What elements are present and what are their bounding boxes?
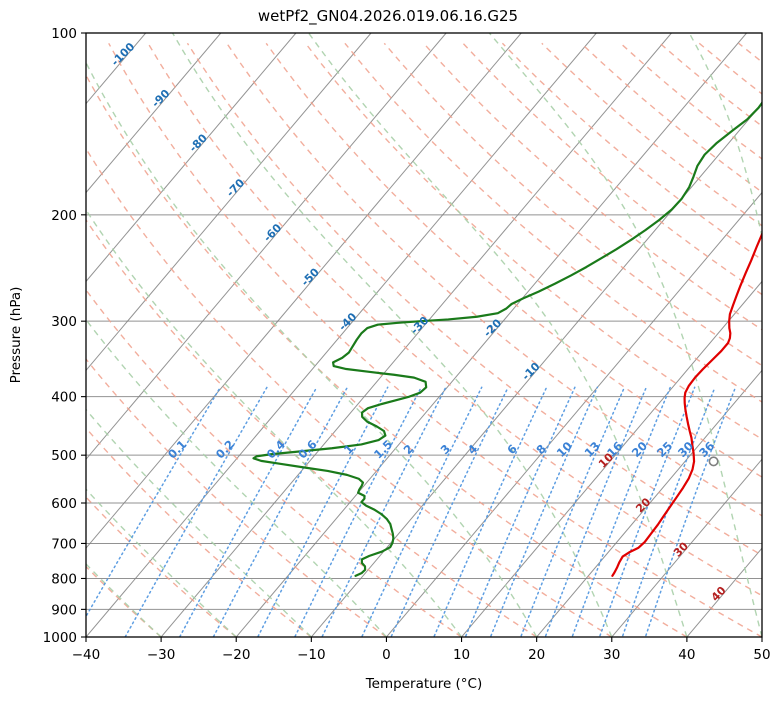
lcl-marker (708, 456, 719, 467)
x-tick-label-30: 30 (603, 647, 620, 663)
y-axis-label: Pressure (hPa) (8, 287, 24, 384)
isotherm--60 (86, 33, 447, 460)
y-tick-label-900: 900 (51, 602, 77, 618)
x-tick-label-50: 50 (753, 647, 770, 663)
moist-adiabat--10 (86, 408, 312, 637)
dry-adiabat-30 (86, 147, 613, 637)
dry-adiabat-70 (186, 42, 762, 557)
isotherm--80 (86, 33, 297, 283)
dry-adiabat-110 (344, 42, 762, 403)
x-tick-label-0: 0 (382, 647, 391, 663)
mixing-ratio-line-1.5 (293, 386, 422, 637)
isotherm--50 (86, 33, 522, 549)
isotherm-20 (536, 369, 762, 637)
x-tick-label-40: 40 (678, 647, 695, 663)
x-axis-label: Temperature (°C) (365, 676, 483, 692)
curve-dewpoint (252, 101, 762, 577)
y-tick-label-200: 200 (51, 208, 77, 224)
isotherm--90 (86, 33, 222, 194)
isotherm--70 (86, 33, 372, 372)
moist-adiabat-40 (308, 33, 688, 637)
x-tick-label--40: −40 (72, 647, 101, 663)
x-tick-label--30: −30 (147, 647, 176, 663)
isotherm-10 (461, 280, 762, 637)
mixing-ratio-line-8 (464, 386, 576, 637)
moist-adiabat-20 (86, 61, 538, 637)
dry-adiabat-90 (265, 42, 762, 478)
dry-adiabat--10 (86, 427, 312, 637)
dry-adiabat-60 (147, 42, 762, 597)
x-tick-label-10: 10 (453, 647, 470, 663)
y-tick-label-800: 800 (51, 571, 77, 587)
isotherm--30 (160, 33, 672, 637)
plot-border (85, 32, 763, 638)
mixing-ratio-line-2 (321, 386, 447, 637)
isotherm--20 (235, 33, 747, 637)
moist-adiabat-10 (86, 208, 463, 637)
sounding-curves (252, 101, 762, 577)
mixing-ratio-line-20 (571, 386, 672, 637)
mixing-ratio-line-0.2 (124, 386, 268, 637)
mixing-ratio-line-4 (390, 386, 509, 637)
x-tick-label-20: 20 (528, 647, 545, 663)
mixing-ratio-line-3 (360, 386, 483, 637)
dry-adiabat-40 (86, 73, 688, 637)
x-tick-label--10: −10 (297, 647, 326, 663)
y-tick-label-1000: 1000 (43, 630, 77, 646)
mixing-ratio-line-6 (433, 386, 548, 637)
curve-temperature (611, 231, 762, 577)
y-tick-label-700: 700 (51, 536, 77, 552)
y-tick-label-300: 300 (51, 314, 77, 330)
mixing-ratio-line-0.1 (86, 386, 222, 618)
dry-adiabat-0 (86, 358, 387, 637)
y-tick-label-100: 100 (51, 26, 77, 42)
isotherm-0 (386, 191, 762, 637)
moist-adiabat-30 (171, 33, 613, 637)
dry-adiabat-100 (305, 42, 762, 441)
page-title: wetPf2_GN04.2026.019.06.16.G25 (258, 7, 518, 26)
mixing-ratio-line-30 (621, 386, 716, 637)
mixing-ratio-line-16 (544, 386, 648, 637)
moist-adiabat-0 (86, 318, 387, 637)
background-gridlines (86, 33, 762, 637)
dry-adiabat-10 (86, 288, 462, 637)
x-tick-label--20: −20 (222, 647, 251, 663)
isotherm-30 (611, 458, 762, 637)
mixing-ratio-line-13 (519, 386, 626, 637)
isotherm--10 (310, 102, 762, 637)
mixing-ratio-line-10 (489, 386, 599, 637)
y-tick-label-400: 400 (51, 390, 77, 406)
mixing-ratio-line-1 (256, 386, 389, 637)
dry-adiabat-80 (226, 42, 762, 517)
mixing-ratio-line-36 (644, 386, 737, 637)
y-tick-label-500: 500 (51, 448, 77, 464)
mixing-ratio-line-25 (598, 386, 696, 637)
y-tick-label-600: 600 (51, 496, 77, 512)
moist-adiabat-50 (488, 33, 762, 637)
